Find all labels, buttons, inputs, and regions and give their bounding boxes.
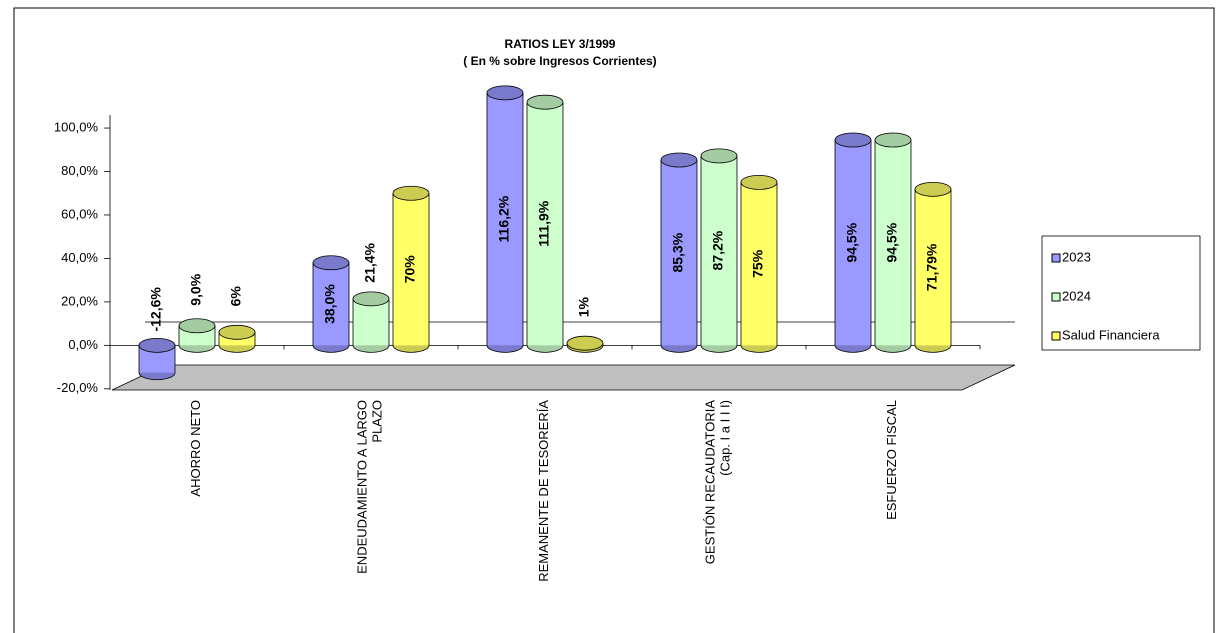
x-tick-label-line: ENDEUDAMIENTO A LARGO (355, 400, 370, 574)
bar-top (312, 255, 350, 271)
value-label: 1% (576, 297, 592, 318)
bar (875, 140, 911, 346)
bar-top (138, 337, 176, 353)
bar (661, 159, 697, 346)
bar-top (660, 152, 698, 168)
bar (353, 298, 389, 346)
legend-label: 2023 (1062, 249, 1091, 264)
bar (701, 155, 737, 346)
x-tick-label: REMANENTE DE TESORERÍA (536, 400, 551, 582)
value-label: 94,5% (884, 222, 900, 262)
chart-title: RATIOS LEY 3/1999 (505, 37, 616, 51)
y-tick-label: 0,0% (68, 337, 98, 352)
value-label: -12,6% (148, 287, 164, 332)
y-tick-label: 60,0% (61, 206, 98, 221)
x-tick-label-line: AHORRO NETO (188, 400, 203, 497)
bar-top (914, 181, 952, 197)
y-tick-label: 20,0% (61, 293, 98, 308)
bar-top (392, 185, 430, 201)
x-tick-label-line: ESFUERZO FISCAL (884, 400, 899, 520)
x-tick-label-line: GESTIÓN RECAUDATORIA (703, 400, 718, 565)
value-label: 94,5% (844, 222, 860, 262)
bar (313, 262, 349, 346)
y-tick-label: 40,0% (61, 250, 98, 265)
legend-swatch (1051, 253, 1061, 263)
bar-top (178, 318, 216, 334)
bar (741, 182, 777, 346)
bar (915, 189, 951, 346)
value-label: 116,2% (496, 195, 512, 242)
legend (1041, 235, 1201, 351)
bar-top (834, 132, 872, 148)
bar-top (700, 148, 738, 164)
value-label: 38,0% (322, 284, 338, 324)
bar-top (566, 335, 604, 351)
value-label: 9,0% (188, 273, 204, 305)
chart-frame (13, 7, 1215, 633)
bar-top (218, 324, 256, 340)
bar-top (526, 94, 564, 110)
x-tick-label-line: REMANENTE DE TESORERÍA (536, 400, 551, 582)
legend-swatch (1051, 292, 1061, 302)
bar-top (486, 85, 524, 101)
x-tick-label: ESFUERZO FISCAL (884, 400, 899, 520)
x-tick-label-line: (Cap. I a I I I) (718, 400, 733, 476)
bar-top (740, 174, 778, 190)
legend-label: 2024 (1062, 288, 1091, 303)
bar (527, 102, 563, 346)
legend-swatch (1051, 331, 1061, 341)
y-tick-label: 80,0% (61, 163, 98, 178)
bar-top (874, 132, 912, 148)
bar (487, 92, 523, 346)
value-label: 6% (228, 286, 244, 307)
y-tick-label: 100,0% (54, 119, 99, 134)
value-label: 111,9% (536, 200, 552, 246)
bar-top (352, 291, 390, 307)
value-label: 85,3% (670, 232, 686, 272)
legend-label: Salud Financiera (1062, 327, 1160, 342)
y-tick-label: -20,0% (57, 380, 99, 395)
value-label: 70% (402, 255, 418, 284)
value-label: 71,79% (924, 243, 940, 291)
value-label: 87,2% (710, 230, 726, 270)
x-tick-label: ENDEUDAMIENTO A LARGOPLAZO (355, 400, 385, 574)
bar (835, 140, 871, 346)
chart-subtitle: ( En % sobre Ingresos Corrientes) (463, 54, 656, 68)
floor (111, 364, 1016, 391)
x-tick-label-line: PLAZO (370, 400, 385, 443)
value-label: 21,4% (362, 242, 378, 282)
x-tick-label: GESTIÓN RECAUDATORIA(Cap. I a I I I) (703, 400, 733, 565)
x-tick-label: AHORRO NETO (188, 400, 203, 497)
bar (393, 193, 429, 346)
value-label: 75% (750, 249, 766, 278)
